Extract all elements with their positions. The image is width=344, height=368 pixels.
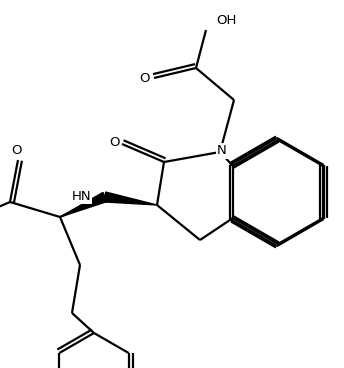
- Polygon shape: [60, 192, 107, 217]
- Text: O: O: [109, 137, 119, 149]
- Text: O: O: [140, 72, 150, 85]
- Text: O: O: [12, 144, 22, 156]
- Polygon shape: [104, 192, 157, 205]
- Text: HN: HN: [71, 190, 91, 202]
- Text: OH: OH: [216, 14, 236, 26]
- Text: N: N: [217, 145, 227, 158]
